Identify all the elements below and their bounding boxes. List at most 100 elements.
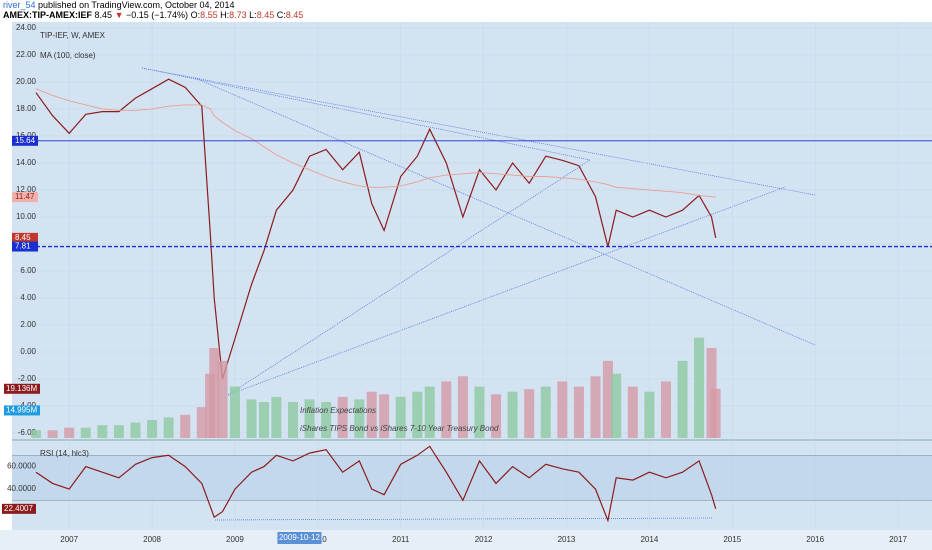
volume-bar — [97, 425, 108, 438]
volume-marker-label: 14.995M — [6, 406, 37, 415]
volume-bar — [337, 396, 348, 438]
volume-bar — [379, 394, 390, 438]
annotation: Inflation Expectations — [300, 406, 376, 415]
quote-line: AMEX:TIP-AMEX:IEF 8.45 ▼ −0.15 (−1.74%) … — [3, 10, 303, 20]
ohlc-label: O: — [190, 10, 201, 20]
x-tick-label: 2012 — [475, 535, 493, 544]
volume-bar — [602, 360, 613, 438]
series-line — [35, 445, 717, 523]
last: 8.45 — [94, 10, 113, 20]
price-marker-bg — [12, 192, 38, 203]
x-tick-label: 2014 — [640, 535, 658, 544]
volume-bar — [229, 386, 240, 438]
y-tick-label: -2.00 — [18, 374, 37, 383]
ohlc-label: C: — [276, 10, 286, 20]
y-tick-label: 18.00 — [16, 104, 37, 113]
y-tick-label: 20.00 — [16, 77, 37, 86]
trend-line — [141, 67, 591, 161]
volume-bar — [677, 360, 688, 438]
x-tick-label: 2011 — [392, 535, 410, 544]
legend-entry: RSI (14, hlc3) — [40, 449, 89, 458]
series-line — [35, 78, 717, 380]
x-tick-label: 2017 — [889, 535, 907, 544]
volume-bar — [354, 399, 365, 438]
y-tick-label: 16.00 — [16, 131, 37, 140]
y-tick-label: 22.00 — [16, 50, 37, 59]
y-tick-label: 60.0000 — [7, 462, 36, 471]
price-marker-bg — [12, 232, 38, 243]
publish-line: river_54 published on TradingView.com, O… — [3, 0, 303, 10]
change: −0.15 (−1.74%) — [126, 10, 189, 20]
y-tick-label: 2.00 — [20, 320, 36, 329]
volume-bar — [540, 386, 551, 438]
trend-line — [214, 517, 713, 521]
volume-bar — [366, 391, 377, 438]
header: river_54 published on TradingView.com, O… — [3, 0, 303, 20]
volume-bar — [271, 396, 282, 438]
published: published on TradingView.com, October 04… — [38, 0, 235, 10]
volume-marker-label: 19.136M — [6, 384, 37, 393]
ohlc-value: 8.45 — [256, 10, 275, 20]
volume-bar — [507, 391, 518, 438]
volume-bar — [47, 430, 58, 438]
rsi-last-bg — [2, 503, 36, 514]
price-marker-label: 11.47 — [15, 192, 35, 201]
legend-entry: TIP-IEF, W, AMEX — [40, 31, 106, 40]
plot-bg — [12, 22, 932, 530]
y-tick-label: 40.0000 — [7, 484, 36, 493]
volume-bar — [209, 348, 220, 438]
price-marker-label: 8.45 — [15, 233, 31, 242]
volume-bar — [557, 381, 568, 438]
y-tick-label: 4.00 — [20, 293, 36, 302]
ohlc-value: 8.45 — [285, 10, 304, 20]
ohlc-label: L: — [249, 10, 257, 20]
author[interactable]: river_54 — [3, 0, 36, 10]
y-tick-label: 0.00 — [20, 347, 36, 356]
y-tick-label: 12.00 — [16, 185, 37, 194]
y-tick-label: 6.00 — [20, 266, 36, 275]
ohlc-label: H: — [220, 10, 230, 20]
price-marker-bg — [12, 135, 38, 146]
volume-bar — [395, 396, 406, 438]
x-tick-label: 2008 — [143, 535, 161, 544]
price-marker-label: 15.64 — [15, 136, 36, 145]
volume-bar — [31, 430, 42, 438]
volume-bar — [196, 407, 207, 438]
x-tick-label: 2009 — [226, 535, 244, 544]
volume-bar — [457, 376, 468, 438]
arrow: ▼ — [114, 10, 124, 20]
annotation: iShares TIPS Bond vs iShares 7-10 Year T… — [300, 424, 499, 433]
volume-bar — [321, 402, 332, 438]
ohlc: O:8.55 H:8.73 L:8.45 C:8.45 — [191, 10, 304, 20]
y-tick-label: 24.00 — [16, 23, 37, 32]
x-tick-label: 2013 — [558, 535, 576, 544]
trend-lines — [141, 67, 816, 521]
price-marker-bg — [12, 241, 38, 252]
volume-bar — [644, 391, 655, 438]
volume-bar — [441, 381, 452, 438]
rsi-last-label: 22.4007 — [4, 504, 33, 513]
volume-bar — [304, 399, 315, 438]
volume-bar — [573, 386, 584, 438]
y-tick-label: -6.00 — [18, 428, 37, 437]
volume-marker-bg — [4, 405, 40, 416]
volume-bar — [710, 388, 721, 438]
ohlc-value: 8.55 — [200, 10, 218, 20]
x-axis-bg — [0, 530, 932, 550]
volume-bar — [611, 373, 622, 438]
volume-bar — [246, 399, 257, 438]
series-line — [35, 88, 716, 198]
volume-bar — [64, 427, 75, 438]
volume-bar — [258, 402, 269, 438]
y-tick-label: 14.00 — [16, 158, 37, 167]
ohlc-value: 8.73 — [229, 10, 247, 20]
volume-bar — [130, 422, 141, 438]
trend-line — [141, 67, 816, 196]
volume-bar — [80, 427, 91, 438]
x-tick-label: 2016 — [806, 535, 824, 544]
cursor-date: 2009-10-12 — [279, 533, 320, 542]
volume-bar — [590, 376, 601, 438]
x-tick-label: 2015 — [723, 535, 741, 544]
volume-bar — [660, 381, 671, 438]
